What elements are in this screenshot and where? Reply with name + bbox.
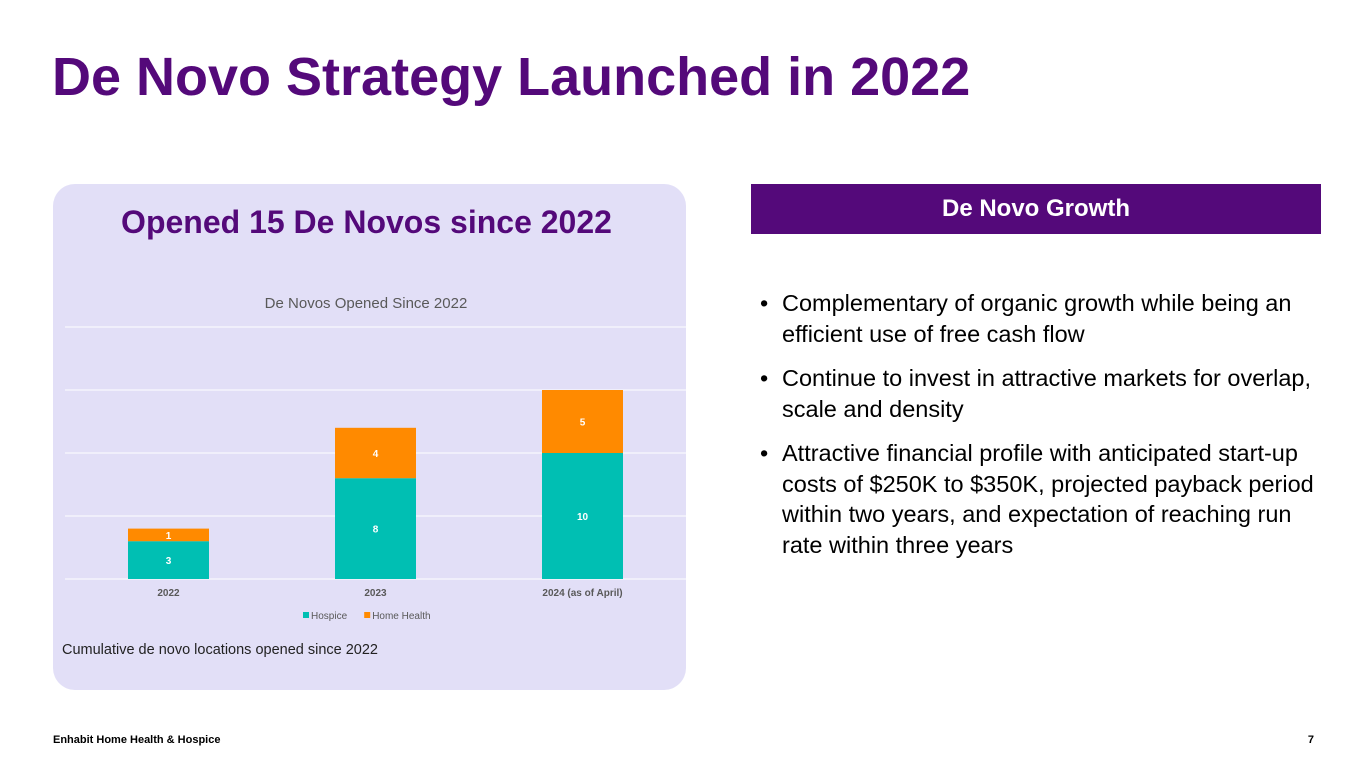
- data-label: 1: [166, 531, 172, 542]
- stacked-bar-chart: De Novos Opened Since 2022 3 1 2022 8 4 2023 10…: [65, 295, 686, 622]
- chart-title: De Novos Opened Since 2022: [265, 295, 468, 312]
- x-tick-label: 2023: [364, 588, 387, 599]
- chart-panel: Opened 15 De Novos since 2022 De Novos O…: [53, 184, 686, 690]
- bar-hospice: [128, 541, 209, 579]
- bullet-item: • Complementary of organic growth while …: [760, 288, 1320, 349]
- bar-home-health: [335, 427, 416, 479]
- bullet-text: Continue to invest in attractive markets…: [782, 365, 1311, 422]
- bullet-item: • Attractive financial profile with anti…: [760, 438, 1320, 560]
- footer-company: Enhabit Home Health & Hospice: [53, 734, 221, 746]
- panel-title: Opened 15 De Novos since 2022: [121, 204, 612, 240]
- data-label: 4: [373, 449, 379, 460]
- bullet-glyph: •: [760, 290, 769, 316]
- bar-home-health: [128, 528, 209, 542]
- page-number: 7: [1307, 734, 1314, 746]
- x-tick-label: 2022: [157, 588, 180, 599]
- bar-hospice: [542, 453, 623, 579]
- growth-bullet-list: • Complementary of organic growth while …: [760, 288, 1320, 574]
- legend-swatch: [303, 612, 309, 618]
- chart-caption: Cumulative de novo locations opened sinc…: [62, 642, 378, 658]
- data-label: 10: [577, 512, 589, 523]
- bullet-glyph: •: [760, 440, 769, 466]
- bullet-text: Attractive financial profile with antici…: [782, 440, 1314, 558]
- bar-hospice: [335, 478, 416, 579]
- data-label: 3: [166, 556, 172, 567]
- bullet-text: Complementary of organic growth while be…: [782, 290, 1292, 347]
- bullet-item: • Continue to invest in attractive marke…: [760, 363, 1320, 424]
- growth-header: De Novo Growth: [751, 184, 1321, 234]
- bar-home-health: [542, 390, 623, 453]
- legend-label: Home Health: [372, 611, 430, 622]
- data-label: 8: [373, 525, 379, 536]
- bullet-glyph: •: [760, 365, 769, 391]
- x-tick-label: 2024 (as of April): [542, 588, 622, 599]
- data-label: 5: [580, 418, 586, 429]
- legend-swatch: [364, 612, 371, 618]
- page-title: De Novo Strategy Launched in 2022: [52, 47, 971, 107]
- legend-label: Hospice: [311, 611, 348, 622]
